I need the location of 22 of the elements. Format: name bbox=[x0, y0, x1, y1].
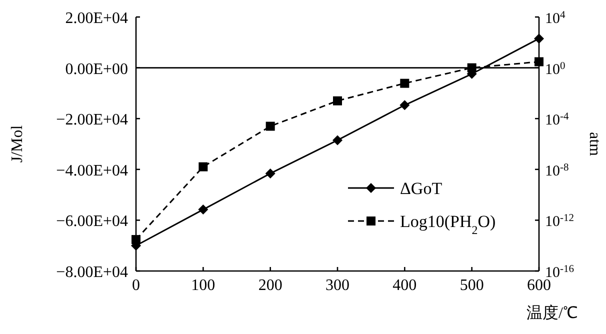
y2-tick-label: 10$^{-8}$ bbox=[545, 162, 569, 180]
y-tick-label: 0.00E+00 bbox=[65, 60, 128, 78]
y-axis-title: J/Mol bbox=[9, 124, 26, 163]
legend-label: ΔGoT bbox=[400, 179, 443, 198]
y2-tick-label: 10$^{0}$ bbox=[545, 60, 566, 78]
y-tick-label: −4.00E+04 bbox=[56, 162, 128, 180]
y-tick-label: −2.00E+04 bbox=[56, 112, 128, 129]
y2-axis-title: atm bbox=[586, 132, 603, 157]
x-tick-label: 100 bbox=[191, 277, 216, 294]
y-tick-label: −6.00E+04 bbox=[56, 213, 128, 230]
x-axis-title: 温度/℃ bbox=[526, 304, 578, 322]
y2-tick-label: 10$^{-4}$ bbox=[545, 111, 570, 129]
x-tick-label: 500 bbox=[460, 277, 484, 294]
y2-tick-label: 10$^{4}$ bbox=[545, 10, 566, 27]
x-tick-label: 400 bbox=[392, 277, 417, 294]
y-tick-label: −8.00E+04 bbox=[56, 264, 128, 281]
x-tick-label: 0 bbox=[132, 277, 140, 294]
y2-tick-label: 10$^{-12}$ bbox=[545, 212, 574, 230]
legend-label: Log10(PH$_{2}$O) bbox=[400, 212, 496, 237]
y-tick-label: 2.00E+04 bbox=[65, 10, 128, 27]
x-tick-label: 300 bbox=[326, 277, 350, 294]
x-tick-label: 200 bbox=[258, 277, 282, 294]
